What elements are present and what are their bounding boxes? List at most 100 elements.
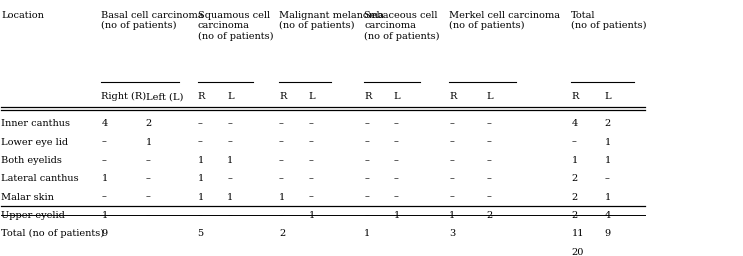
Text: 4: 4	[571, 119, 577, 128]
Text: –: –	[227, 211, 232, 220]
Text: –: –	[394, 137, 398, 147]
Text: 1: 1	[571, 156, 577, 165]
Text: 1: 1	[450, 211, 455, 220]
Text: R: R	[279, 92, 286, 101]
Text: Squamous cell
carcinoma
(no of patients): Squamous cell carcinoma (no of patients)	[198, 11, 273, 41]
Text: 9: 9	[101, 229, 108, 238]
Text: –: –	[146, 193, 151, 202]
Text: 9: 9	[605, 229, 611, 238]
Text: 1: 1	[308, 211, 315, 220]
Text: –: –	[394, 193, 398, 202]
Text: Both eyelids: Both eyelids	[1, 156, 62, 165]
Text: L: L	[605, 92, 611, 101]
Text: –: –	[605, 174, 609, 183]
Text: –: –	[308, 137, 314, 147]
Text: –: –	[279, 119, 284, 128]
Text: 1: 1	[364, 229, 370, 238]
Text: –: –	[279, 137, 284, 147]
Text: 1: 1	[227, 193, 233, 202]
Text: –: –	[308, 193, 314, 202]
Text: –: –	[486, 174, 491, 183]
Text: –: –	[450, 156, 454, 165]
Text: 1: 1	[146, 137, 152, 147]
Text: 1: 1	[198, 156, 204, 165]
Text: L: L	[227, 92, 234, 101]
Text: Lateral canthus: Lateral canthus	[1, 174, 79, 183]
Text: Upper eyelid: Upper eyelid	[1, 211, 65, 220]
Text: –: –	[198, 211, 202, 220]
Text: –: –	[394, 156, 398, 165]
Text: –: –	[486, 156, 491, 165]
Text: 1: 1	[279, 193, 285, 202]
Text: –: –	[308, 119, 314, 128]
Text: 1: 1	[394, 211, 400, 220]
Text: Basal cell carcinoma
(no of patients): Basal cell carcinoma (no of patients)	[101, 11, 204, 30]
Text: –: –	[227, 119, 232, 128]
Text: 1: 1	[198, 174, 204, 183]
Text: 2: 2	[146, 119, 152, 128]
Text: 2: 2	[571, 174, 577, 183]
Text: 1: 1	[101, 174, 108, 183]
Text: 4: 4	[101, 119, 108, 128]
Text: 2: 2	[605, 119, 611, 128]
Text: –: –	[571, 137, 577, 147]
Text: –: –	[227, 137, 232, 147]
Text: Total
(no of patients): Total (no of patients)	[571, 11, 647, 30]
Text: –: –	[394, 119, 398, 128]
Text: –: –	[101, 137, 106, 147]
Text: R: R	[571, 92, 579, 101]
Text: 4: 4	[605, 211, 611, 220]
Text: Malar skin: Malar skin	[1, 193, 54, 202]
Text: –: –	[364, 174, 369, 183]
Text: L: L	[308, 92, 315, 101]
Text: –: –	[486, 137, 491, 147]
Text: –: –	[146, 156, 151, 165]
Text: –: –	[394, 174, 398, 183]
Text: 2: 2	[486, 211, 493, 220]
Text: 1: 1	[198, 193, 204, 202]
Text: R: R	[364, 92, 372, 101]
Text: 20: 20	[571, 248, 584, 256]
Text: L: L	[486, 92, 493, 101]
Text: 2: 2	[571, 211, 577, 220]
Text: 1: 1	[101, 211, 108, 220]
Text: –: –	[364, 137, 369, 147]
Text: Right (R): Right (R)	[101, 92, 146, 101]
Text: 2: 2	[571, 193, 577, 202]
Text: –: –	[279, 156, 284, 165]
Text: Location: Location	[1, 11, 45, 20]
Text: Left (L): Left (L)	[146, 92, 183, 101]
Text: 11: 11	[571, 229, 584, 238]
Text: –: –	[101, 193, 106, 202]
Text: –: –	[364, 211, 369, 220]
Text: 1: 1	[605, 193, 611, 202]
Text: –: –	[308, 174, 314, 183]
Text: –: –	[364, 119, 369, 128]
Text: –: –	[364, 193, 369, 202]
Text: R: R	[198, 92, 205, 101]
Text: –: –	[486, 119, 491, 128]
Text: Sebaceous cell
carcinoma
(no of patients): Sebaceous cell carcinoma (no of patients…	[364, 11, 440, 41]
Text: –: –	[450, 137, 454, 147]
Text: 3: 3	[450, 229, 455, 238]
Text: –: –	[146, 211, 151, 220]
Text: –: –	[450, 119, 454, 128]
Text: 2: 2	[279, 229, 285, 238]
Text: –: –	[450, 193, 454, 202]
Text: –: –	[364, 156, 369, 165]
Text: –: –	[198, 119, 202, 128]
Text: –: –	[198, 137, 202, 147]
Text: –: –	[279, 174, 284, 183]
Text: Total (no of patients): Total (no of patients)	[1, 229, 105, 238]
Text: –: –	[450, 174, 454, 183]
Text: 5: 5	[198, 229, 204, 238]
Text: –: –	[101, 156, 106, 165]
Text: L: L	[394, 92, 400, 101]
Text: –: –	[308, 156, 314, 165]
Text: 1: 1	[227, 156, 233, 165]
Text: Malignant melanoma
(no of patients): Malignant melanoma (no of patients)	[279, 11, 384, 30]
Text: –: –	[227, 174, 232, 183]
Text: 1: 1	[605, 156, 611, 165]
Text: Inner canthus: Inner canthus	[1, 119, 71, 128]
Text: 1: 1	[605, 137, 611, 147]
